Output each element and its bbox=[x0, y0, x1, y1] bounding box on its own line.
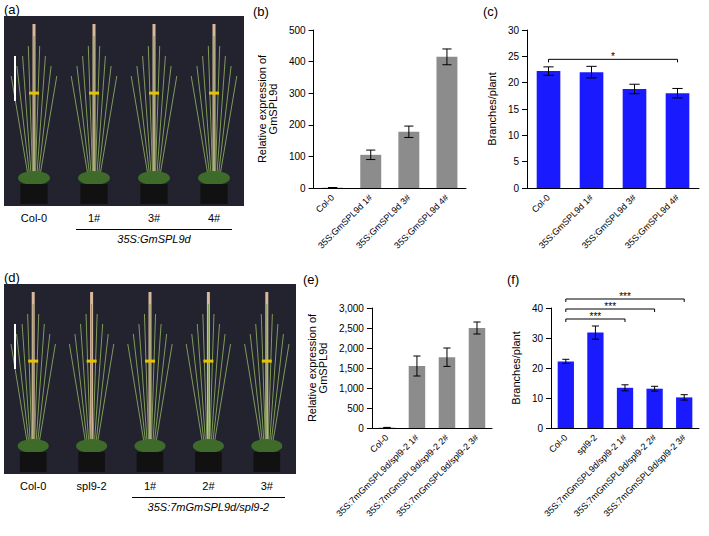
svg-text:spl9-2: spl9-2 bbox=[575, 432, 599, 456]
html-text:35S:GmSPL9d: 35S:GmSPL9d bbox=[117, 233, 191, 245]
svg-text:15: 15 bbox=[508, 104, 520, 115]
html-text:Col-0: Col-0 bbox=[20, 212, 48, 224]
svg-text:35S:GmSPL9d 3#: 35S:GmSPL9d 3# bbox=[354, 192, 413, 251]
html-text:(d): (d) bbox=[4, 270, 20, 285]
svg-text:35S:7mGmSPL9d/spl9-2 2#: 35S:7mGmSPL9d/spl9-2 2# bbox=[572, 432, 659, 519]
svg-text:*: * bbox=[611, 51, 615, 62]
svg-text:35S:GmSPL9d 1#: 35S:GmSPL9d 1# bbox=[316, 192, 375, 251]
svg-text:35S:GmSPL9d 4#: 35S:GmSPL9d 4# bbox=[392, 192, 450, 250]
svg-text:10: 10 bbox=[508, 130, 520, 141]
svg-text:(f): (f) bbox=[507, 272, 519, 287]
svg-text:200: 200 bbox=[289, 119, 306, 130]
svg-text:35S:7mGmSPL9d/spl9-2 3#: 35S:7mGmSPL9d/spl9-2 3# bbox=[602, 432, 688, 518]
svg-text:(c): (c) bbox=[483, 4, 498, 19]
svg-text:Col-0: Col-0 bbox=[547, 432, 569, 454]
svg-text:(b): (b) bbox=[253, 4, 269, 19]
html-text:Col-0: Col-0 bbox=[20, 480, 47, 492]
svg-text:40: 40 bbox=[532, 303, 544, 314]
html-text:(a): (a) bbox=[4, 2, 20, 17]
svg-text:35S:GmSPL9d 3#: 35S:GmSPL9d 3# bbox=[579, 192, 638, 251]
html-text:2#: 2# bbox=[202, 480, 215, 492]
svg-text:3,000: 3,000 bbox=[339, 303, 364, 314]
svg-text:1,000: 1,000 bbox=[339, 383, 364, 394]
svg-text:***: *** bbox=[590, 311, 602, 322]
svg-text:***: *** bbox=[619, 291, 631, 302]
svg-text:300: 300 bbox=[289, 88, 306, 99]
svg-text:0: 0 bbox=[537, 423, 543, 434]
svg-text:500: 500 bbox=[347, 403, 364, 414]
svg-text:(e): (e) bbox=[303, 272, 319, 287]
svg-text:500: 500 bbox=[289, 25, 306, 36]
svg-text:35S:GmSPL9d 1#: 35S:GmSPL9d 1# bbox=[536, 192, 595, 251]
html-text:1#: 1# bbox=[143, 480, 157, 492]
svg-text:100: 100 bbox=[289, 151, 306, 162]
svg-text:400: 400 bbox=[289, 56, 306, 67]
svg-text:Col-0: Col-0 bbox=[314, 192, 336, 214]
svg-text:Relative expression of: Relative expression of bbox=[255, 54, 268, 164]
svg-text:30: 30 bbox=[532, 333, 544, 344]
svg-text:2,500: 2,500 bbox=[339, 323, 364, 334]
html-text:35S:7mGmSPL9d/spl9-2: 35S:7mGmSPL9d/spl9-2 bbox=[147, 501, 270, 513]
svg-text:30: 30 bbox=[508, 25, 520, 36]
svg-text:35S:GmSPL9d 4#: 35S:GmSPL9d 4# bbox=[623, 192, 681, 250]
svg-text:Col-0: Col-0 bbox=[530, 192, 552, 214]
svg-text:5: 5 bbox=[513, 156, 519, 167]
svg-text:35S:7mGmSPL9d/spl9-2 2#: 35S:7mGmSPL9d/spl9-2 2# bbox=[364, 432, 451, 519]
svg-text:Branches/plant: Branches/plant bbox=[486, 72, 498, 145]
html-text:spl9-2: spl9-2 bbox=[76, 480, 107, 492]
svg-text:35S:7mGmSPL9d/spl9-2 1#: 35S:7mGmSPL9d/spl9-2 1# bbox=[542, 432, 629, 519]
svg-text:Branches/plant: Branches/plant bbox=[510, 331, 522, 404]
svg-text:Relative expression of: Relative expression of bbox=[305, 313, 318, 423]
html-text:3#: 3# bbox=[147, 212, 161, 224]
svg-text:***: *** bbox=[604, 301, 616, 312]
svg-text:20: 20 bbox=[508, 77, 520, 88]
svg-text:0: 0 bbox=[358, 423, 364, 434]
svg-text:10: 10 bbox=[532, 393, 544, 404]
svg-text:0: 0 bbox=[513, 183, 519, 194]
html-text:1#: 1# bbox=[87, 212, 101, 224]
svg-text:Col-0: Col-0 bbox=[368, 432, 390, 454]
svg-text:GmSPL9d: GmSPL9d bbox=[267, 84, 279, 135]
svg-text:35S:7mGmSPL9d/spl9-2 1#: 35S:7mGmSPL9d/spl9-2 1# bbox=[334, 432, 421, 519]
svg-text:25: 25 bbox=[508, 51, 520, 62]
svg-text:35S:7mGmSPL9d/spl9-2 3#: 35S:7mGmSPL9d/spl9-2 3# bbox=[394, 432, 480, 518]
html-text:3#: 3# bbox=[260, 480, 273, 492]
svg-text:1,500: 1,500 bbox=[339, 363, 364, 374]
html-text:4#: 4# bbox=[207, 212, 221, 224]
svg-text:GmSPL9d: GmSPL9d bbox=[317, 343, 329, 394]
svg-text:2,000: 2,000 bbox=[339, 343, 364, 354]
svg-text:20: 20 bbox=[532, 363, 544, 374]
svg-text:0: 0 bbox=[300, 183, 306, 194]
